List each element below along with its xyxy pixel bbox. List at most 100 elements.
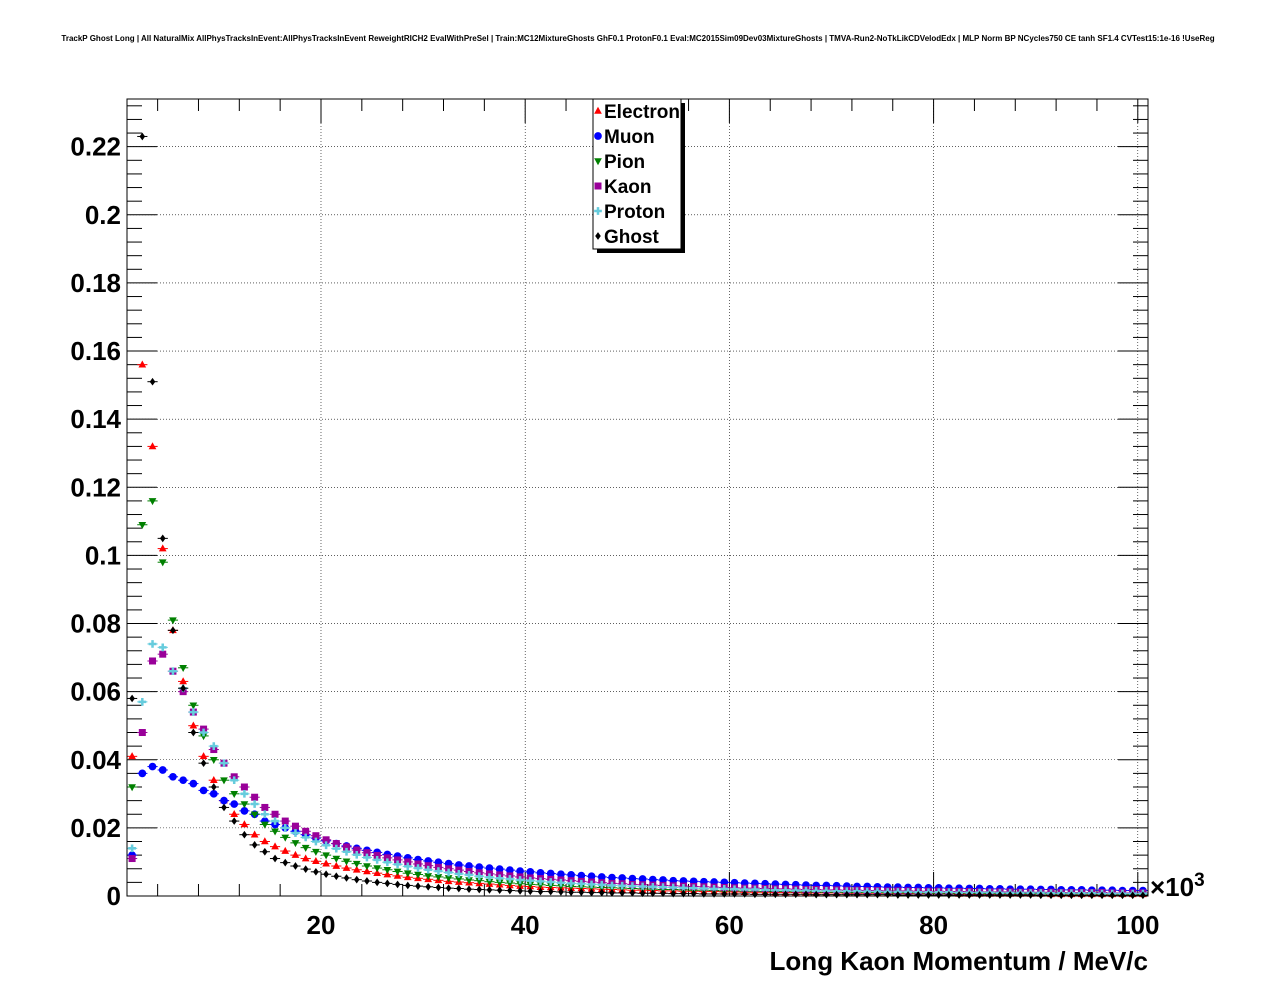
- data-point-proton: [586, 880, 597, 889]
- data-point-proton: [596, 880, 607, 889]
- data-point-muon: [617, 874, 628, 882]
- data-point-kaon: [372, 851, 383, 859]
- legend-box: [592, 98, 682, 250]
- data-point-proton: [443, 868, 454, 877]
- y-tick-label: 0: [107, 881, 121, 911]
- data-point-ghost: [361, 877, 373, 885]
- data-point-ghost: [984, 891, 995, 899]
- grid: [127, 99, 1148, 896]
- data-point-muon: [188, 779, 199, 788]
- data-point-proton: [657, 883, 669, 891]
- data-point-ghost: [474, 885, 485, 894]
- x-axis-exponent-base: ×10: [1150, 872, 1194, 902]
- data-point-ghost: [657, 889, 669, 898]
- data-point-proton: [341, 847, 352, 856]
- data-point-ghost: [1117, 891, 1128, 900]
- data-point-kaon: [351, 846, 362, 854]
- legend-entry-muon: Muon: [594, 127, 655, 148]
- data-point-muon: [239, 807, 250, 815]
- data-point-proton: [474, 872, 485, 881]
- y-tick-label: 0.14: [70, 404, 121, 434]
- data-point-ghost: [668, 889, 679, 898]
- data-point-proton: [331, 844, 342, 853]
- data-point-pion: [361, 863, 373, 871]
- x-tick-label: 20: [307, 910, 336, 940]
- data-point-kaon: [280, 817, 291, 825]
- data-point-kaon: [412, 860, 424, 868]
- data-point-kaon: [147, 657, 158, 665]
- data-point-ghost: [229, 817, 240, 825]
- legend-marker: [594, 182, 602, 190]
- data-point-ghost: [290, 862, 301, 870]
- data-point-pion: [249, 811, 260, 819]
- data-point-muon: [229, 800, 240, 808]
- data-point-ghost: [351, 875, 362, 884]
- data-point-ghost: [535, 887, 546, 896]
- legend-label: Electron: [604, 102, 680, 123]
- data-point-proton: [698, 884, 709, 893]
- data-point-ghost: [249, 841, 260, 849]
- data-points: [127, 132, 1148, 900]
- data-point-ghost: [218, 803, 230, 812]
- data-point-ghost: [433, 883, 444, 892]
- data-point-electron: [269, 842, 281, 850]
- data-point-ghost: [841, 890, 852, 899]
- data-point-muon: [596, 873, 607, 881]
- data-point-ghost: [525, 887, 536, 896]
- data-point-ghost: [596, 888, 607, 897]
- data-point-ghost: [586, 888, 597, 897]
- data-point-electron: [320, 859, 332, 867]
- data-point-pion: [504, 880, 515, 888]
- data-point-muon: [657, 876, 669, 884]
- data-point-ghost: [1076, 891, 1087, 900]
- data-point-pion: [310, 848, 321, 856]
- data-point-proton: [770, 886, 781, 895]
- data-point-ghost: [514, 887, 526, 895]
- data-point-muon: [525, 867, 536, 876]
- data-point-proton: [147, 640, 158, 648]
- data-point-proton: [576, 879, 587, 888]
- data-point-electron: [300, 854, 311, 862]
- data-point-proton: [127, 844, 138, 853]
- data-point-kaon: [259, 803, 270, 811]
- data-point-muon: [218, 796, 230, 805]
- data-point-proton: [555, 878, 567, 887]
- data-point-kaon: [361, 849, 373, 857]
- data-point-ghost: [167, 626, 179, 635]
- data-point-muon: [463, 862, 475, 870]
- data-point-pion: [423, 873, 434, 881]
- data-point-ghost: [239, 830, 250, 839]
- data-point-ghost: [1056, 891, 1067, 900]
- y-tick-label: 0.04: [70, 745, 121, 775]
- data-point-proton: [453, 870, 464, 878]
- data-point-electron: [188, 721, 199, 729]
- data-point-ghost: [862, 890, 873, 899]
- data-point-electron: [341, 863, 352, 871]
- data-point-ghost: [259, 847, 270, 856]
- data-point-proton: [545, 878, 556, 886]
- data-point-muon: [535, 868, 546, 877]
- data-point-ghost: [1086, 891, 1097, 900]
- y-tick-label: 0.16: [70, 336, 121, 366]
- data-point-muon: [198, 786, 209, 795]
- legend-label: Muon: [604, 127, 655, 148]
- data-point-ghost: [851, 890, 863, 899]
- x-tick-labels: 20 40 60 80 100: [307, 910, 1160, 940]
- data-point-ghost: [821, 890, 832, 899]
- data-point-electron: [208, 775, 219, 783]
- x-tick-label: 80: [919, 910, 948, 940]
- legend-marker: [594, 132, 602, 140]
- data-point-proton: [749, 885, 761, 894]
- data-point-muon: [137, 769, 148, 778]
- legend-marker: [594, 158, 602, 166]
- data-point-ghost: [545, 887, 556, 896]
- data-point-ghost: [504, 886, 515, 895]
- data-point-muon: [504, 866, 515, 874]
- data-point-muon: [167, 772, 179, 781]
- data-point-ghost: [178, 684, 189, 693]
- data-point-ghost: [1096, 891, 1108, 900]
- data-point-ghost: [269, 854, 281, 863]
- data-point-electron: [280, 846, 291, 854]
- data-point-ghost: [576, 888, 587, 897]
- data-point-electron: [229, 810, 240, 818]
